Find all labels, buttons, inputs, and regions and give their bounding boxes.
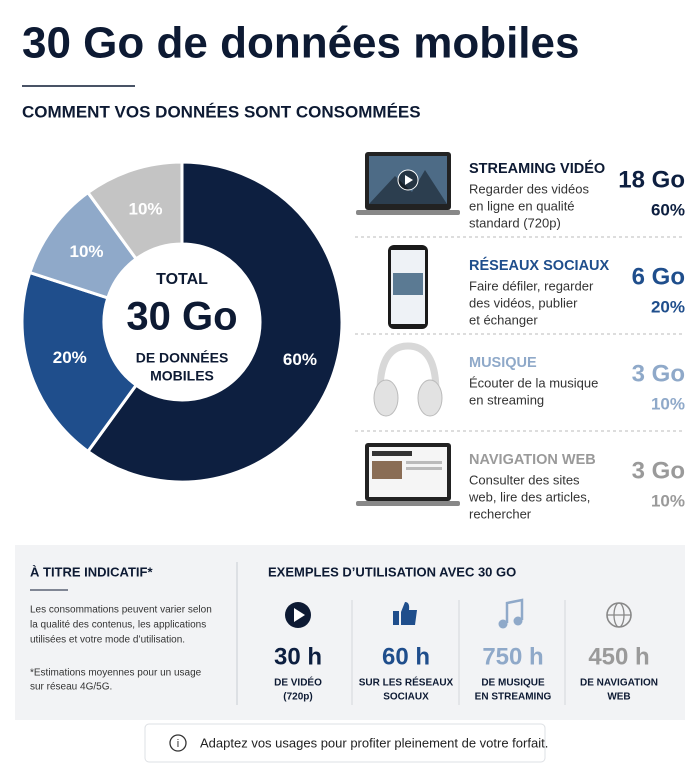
category-description: en streaming bbox=[469, 392, 544, 407]
category-amount: 3 Go bbox=[632, 360, 685, 387]
info-icon-glyph: i bbox=[177, 738, 179, 750]
notice-footnote: *Estimations moyennes pour un usage bbox=[30, 668, 202, 679]
category-title: RÉSEAUX SOCIAUX bbox=[469, 257, 610, 274]
category-amount: 6 Go bbox=[632, 263, 685, 290]
title: 30 Go de données mobiles bbox=[22, 19, 579, 68]
category-share: 10% bbox=[651, 394, 685, 413]
category-description: standard (720p) bbox=[469, 215, 561, 230]
info-icon bbox=[169, 734, 187, 752]
example-value: 30 h bbox=[274, 643, 322, 670]
info-panel bbox=[15, 545, 685, 720]
example-value: 450 h bbox=[588, 643, 649, 670]
web-header bbox=[372, 451, 412, 456]
category-amount: 18 Go bbox=[618, 166, 685, 193]
laptop-base bbox=[356, 210, 460, 215]
donut-segment bbox=[85, 160, 184, 261]
web-text bbox=[406, 467, 442, 470]
notice-title: À TITRE INDICATIF* bbox=[30, 564, 153, 579]
category-title: NAVIGATION WEB bbox=[469, 452, 596, 468]
category-description: Écouter de la musique bbox=[469, 375, 598, 390]
category-description: rechercher bbox=[469, 506, 532, 521]
ear-cup bbox=[373, 379, 399, 417]
center-top: TOTAL bbox=[156, 271, 208, 288]
mountain bbox=[369, 170, 447, 204]
category-description: Regarder des vidéos bbox=[469, 181, 589, 196]
notice-footnote: sur réseau 4G/5G. bbox=[30, 682, 112, 693]
music-note bbox=[513, 616, 523, 626]
category-description: web, lire des articles, bbox=[468, 489, 590, 504]
example-label: DE NAVIGATION bbox=[580, 678, 658, 689]
footer-text: Adaptez vos usages pour profiter pleinem… bbox=[200, 735, 548, 750]
footer-box bbox=[144, 723, 546, 763]
category-description: en ligne en qualité bbox=[469, 198, 575, 213]
segment-label: 60% bbox=[283, 350, 317, 369]
social-icon-thumb bbox=[401, 602, 417, 625]
example-label: DE VIDÉO bbox=[274, 676, 322, 689]
category-description: des vidéos, publier bbox=[469, 295, 578, 310]
example-label: (720p) bbox=[283, 692, 312, 703]
category-title: STREAMING VIDÉO bbox=[469, 160, 605, 177]
examples-title: EXEMPLES D’UTILISATION AVEC 30 GO bbox=[268, 564, 516, 579]
example-label: EN STREAMING bbox=[475, 692, 552, 703]
web-text bbox=[406, 461, 442, 464]
category-share: 20% bbox=[651, 297, 685, 316]
example-label: SUR LES RÉSEAUX bbox=[359, 676, 454, 689]
center-main: 30 Go bbox=[126, 295, 237, 339]
example-label: SOCIAUX bbox=[383, 692, 429, 703]
segment-label: 10% bbox=[70, 242, 104, 261]
category-amount: 3 Go bbox=[632, 457, 685, 484]
play-glyph bbox=[405, 175, 413, 185]
category-description: Consulter des sites bbox=[469, 472, 580, 487]
category-share: 60% bbox=[651, 200, 685, 219]
donut-center bbox=[106, 246, 258, 398]
donut-segment bbox=[85, 160, 344, 484]
music-icon bbox=[505, 598, 524, 623]
notice-text: Les consommations peuvent varier selon bbox=[30, 605, 212, 616]
music-note bbox=[498, 619, 508, 629]
example-value: 750 h bbox=[482, 643, 543, 670]
ear-cup bbox=[417, 379, 443, 417]
center-bottom: DE DONNÉES bbox=[136, 350, 229, 366]
web-image bbox=[372, 461, 402, 479]
video-icon-glyph bbox=[294, 608, 305, 622]
category-description: Faire défiler, regarder bbox=[469, 278, 594, 293]
category-description: et échanger bbox=[469, 312, 538, 327]
social-icon bbox=[393, 611, 399, 625]
segment-label: 10% bbox=[129, 199, 163, 218]
laptop-base bbox=[356, 501, 460, 506]
donut-segment bbox=[20, 270, 139, 454]
category-share: 10% bbox=[651, 491, 685, 510]
example-value: 60 h bbox=[382, 643, 430, 670]
subtitle: COMMENT VOS DONNÉES SONT CONSOMMÉES bbox=[22, 102, 421, 121]
notice-text: utilisées et votre mode d’utilisation. bbox=[30, 635, 185, 646]
headphone-band bbox=[376, 342, 440, 393]
category-title: MUSIQUE bbox=[469, 355, 537, 371]
example-label: WEB bbox=[607, 692, 630, 703]
center-bottom: MOBILES bbox=[150, 368, 214, 384]
example-label: DE MUSIQUE bbox=[481, 678, 545, 689]
segment-label: 20% bbox=[53, 348, 87, 367]
notice-text: la qualité des contenus, les application… bbox=[30, 620, 206, 631]
phone-photo bbox=[393, 273, 423, 295]
